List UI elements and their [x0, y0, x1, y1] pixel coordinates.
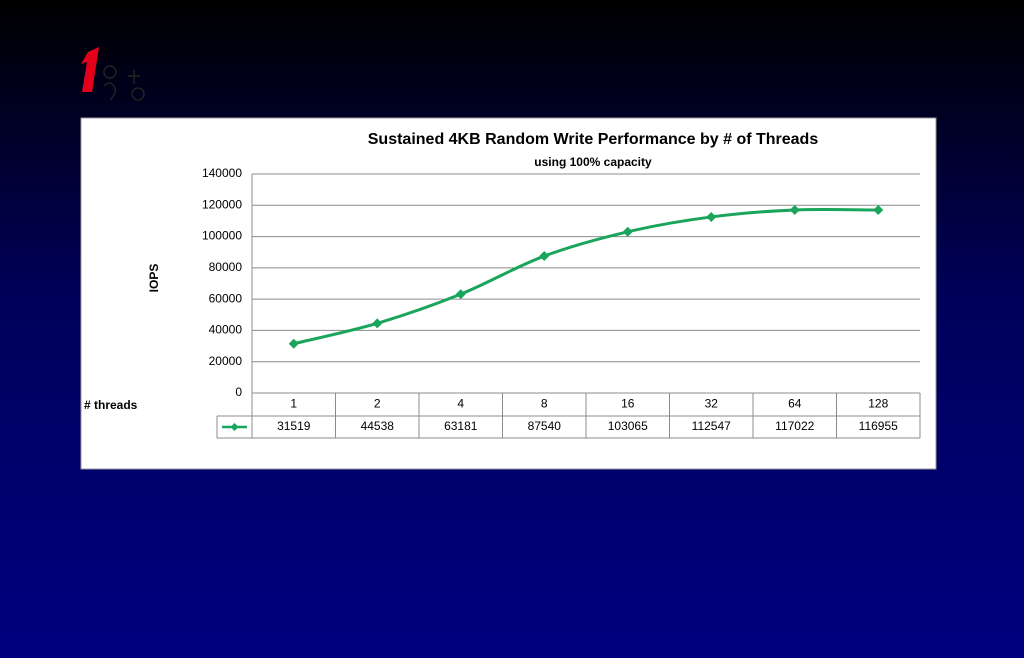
- point-marker: [873, 205, 884, 216]
- table-value: 112547: [692, 419, 731, 433]
- table-value: 31519: [277, 419, 311, 433]
- x-tick-label: 128: [868, 397, 888, 411]
- point-marker: [455, 289, 466, 300]
- point-marker: [789, 204, 800, 215]
- x-axis-label: # threads: [84, 398, 138, 412]
- y-tick-label: 80000: [209, 260, 243, 274]
- y-tick-label: 100000: [202, 229, 242, 243]
- y-tick-label: 60000: [209, 291, 243, 305]
- x-tick-label: 16: [621, 397, 635, 411]
- x-tick-label: 1: [290, 397, 297, 411]
- chart-title: Sustained 4KB Random Write Performance b…: [368, 131, 819, 148]
- table-value: 87540: [528, 419, 562, 433]
- series-line: [293, 207, 879, 346]
- point-marker: [372, 318, 383, 329]
- y-tick-label: 0: [235, 385, 242, 399]
- table-value: 116955: [859, 419, 898, 433]
- logo: [81, 47, 145, 101]
- y-axis-label: IOPS: [147, 264, 161, 293]
- point-marker: [539, 251, 550, 262]
- y-tick-label: 140000: [202, 166, 242, 180]
- point-marker: [288, 338, 299, 349]
- point-marker: [622, 226, 633, 237]
- x-tick-label: 2: [374, 397, 381, 411]
- table-value: 44538: [361, 419, 395, 433]
- x-tick-label: 4: [457, 397, 464, 411]
- y-tick-label: 120000: [202, 197, 242, 211]
- chart-subtitle: using 100% capacity: [534, 155, 652, 169]
- point-marker: [706, 211, 717, 222]
- y-tick-label: 40000: [209, 323, 243, 337]
- x-tick-label: 32: [705, 397, 719, 411]
- chart-area: [80, 117, 937, 470]
- table-value: 103065: [608, 419, 648, 433]
- table-value: 117022: [775, 419, 814, 433]
- x-tick-label: 64: [788, 397, 802, 411]
- legend-marker: [230, 423, 239, 431]
- y-tick-label: 20000: [209, 354, 243, 368]
- x-tick-label: 8: [541, 397, 548, 411]
- table-value: 63181: [444, 419, 478, 433]
